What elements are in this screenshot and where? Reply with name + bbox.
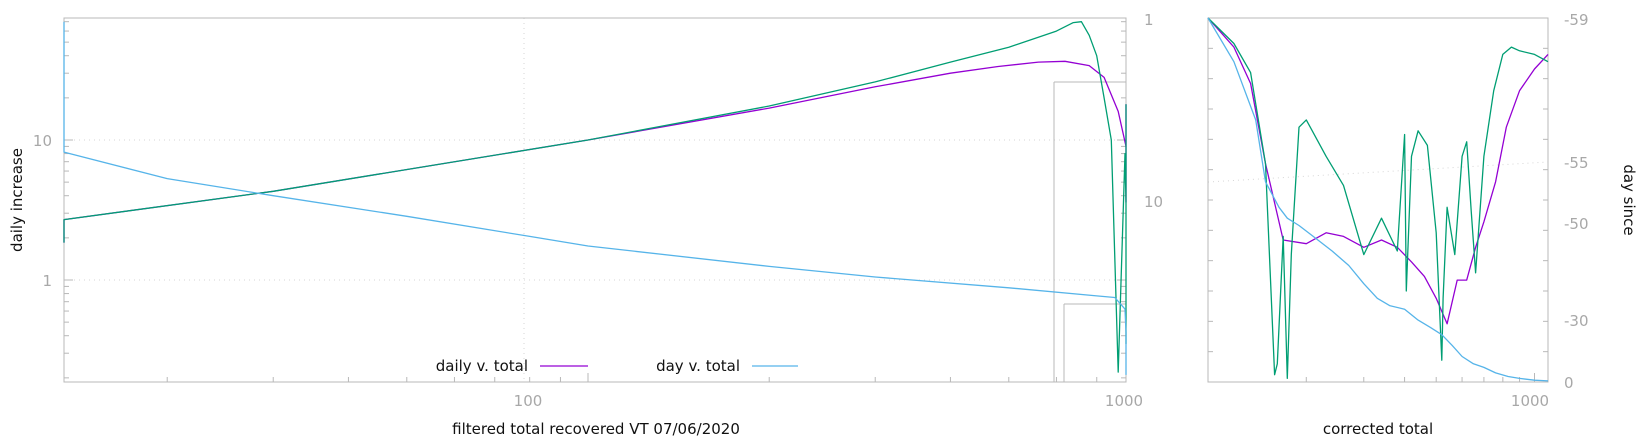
left-x-tick-1000: 1000 bbox=[1105, 392, 1143, 410]
right-y2-tick-0: 0 bbox=[1564, 374, 1574, 392]
right-panel: 1000 -59 -55 -50 -30 0 corrected total d… bbox=[1207, 11, 1638, 438]
right-x-axis-label: corrected total bbox=[1323, 420, 1433, 438]
legend-label-day: day v. total bbox=[656, 357, 740, 375]
right-y2-tick-m50: -50 bbox=[1564, 215, 1589, 233]
left-grid bbox=[64, 18, 1126, 382]
right-y2-tick-m59: -59 bbox=[1564, 11, 1589, 29]
left-panel: 100 1000 1 10 1 10 filtered total recove… bbox=[8, 11, 1163, 438]
left-y-axis-label: daily increase bbox=[8, 148, 26, 252]
right-series-line-2 bbox=[1207, 17, 1549, 382]
right-minor-ticks bbox=[1207, 17, 1548, 383]
right-y2-tick-m30: -30 bbox=[1564, 312, 1589, 330]
left-x-tick-100: 100 bbox=[514, 392, 543, 410]
right-plot-frame bbox=[1207, 17, 1549, 383]
right-x-tick-1000: 1000 bbox=[1511, 392, 1549, 410]
legend-label-daily: daily v. total bbox=[436, 357, 528, 375]
left-y-tick-1: 1 bbox=[42, 272, 52, 290]
left-y2-tick-1: 1 bbox=[1144, 11, 1154, 29]
left-series-line-1 bbox=[63, 21, 1127, 373]
right-series-line-1 bbox=[1207, 17, 1549, 380]
left-series-line-0 bbox=[63, 60, 1127, 243]
left-series-line-2 bbox=[63, 21, 1127, 375]
left-y2-tick-10: 10 bbox=[1144, 193, 1163, 211]
right-series-group bbox=[1207, 17, 1549, 382]
legend: daily v. total day v. total bbox=[436, 357, 798, 375]
left-x-axis-label: filtered total recovered VT 07/06/2020 bbox=[452, 420, 740, 438]
right-y2-tick-m55: -55 bbox=[1564, 154, 1589, 172]
right-series-line-0 bbox=[1207, 17, 1549, 325]
right-y-axis-label: day since bbox=[1620, 164, 1638, 235]
left-minor-ticks bbox=[64, 21, 1126, 382]
right-dotted-reference bbox=[1207, 161, 1549, 183]
left-y-tick-10: 10 bbox=[33, 132, 52, 150]
left-plot-frame bbox=[63, 17, 1127, 383]
left-series-group bbox=[63, 21, 1127, 375]
